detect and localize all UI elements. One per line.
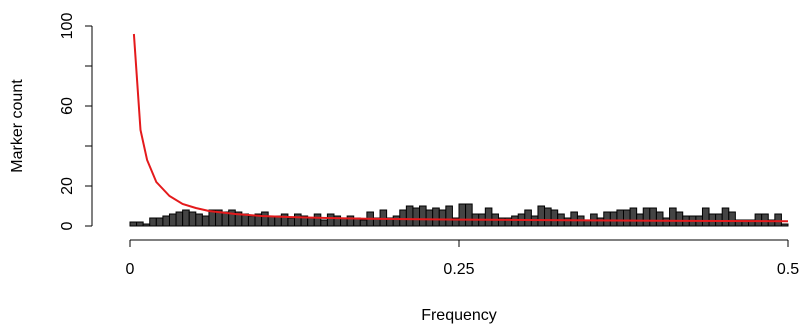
histogram-bar bbox=[392, 215, 401, 227]
histogram-bar bbox=[754, 213, 763, 227]
histogram-bar bbox=[655, 211, 664, 227]
x-tick-label: 0 bbox=[126, 261, 135, 278]
histogram-bar bbox=[155, 217, 164, 227]
histogram-bar bbox=[675, 211, 684, 227]
y-tick-label: 100 bbox=[59, 13, 76, 40]
histogram-bar bbox=[162, 215, 170, 227]
histogram-bar bbox=[359, 219, 368, 227]
histogram-bar bbox=[294, 213, 302, 227]
histogram-bar bbox=[761, 213, 769, 227]
histogram-bars bbox=[129, 203, 789, 227]
histogram-bar bbox=[425, 209, 434, 227]
x-axis-title: Frequency bbox=[421, 307, 497, 324]
histogram-bar bbox=[195, 213, 203, 227]
histogram-bar bbox=[175, 211, 184, 227]
histogram-bar bbox=[780, 223, 789, 227]
x-tick-label: 0.5 bbox=[777, 261, 799, 278]
histogram-bar bbox=[445, 205, 453, 227]
y-tick-label: 60 bbox=[59, 97, 76, 115]
histogram-bar bbox=[649, 207, 657, 227]
x-axis-ticks: 0 0.25 0.5 bbox=[126, 240, 799, 278]
histogram-bar bbox=[642, 207, 651, 227]
histogram-bar bbox=[609, 211, 618, 227]
histogram-bar bbox=[201, 215, 210, 227]
y-tick-label: 0 bbox=[59, 221, 76, 230]
histogram-bar bbox=[149, 217, 157, 227]
histogram-bar bbox=[458, 203, 467, 227]
histogram-bar bbox=[728, 211, 736, 227]
histogram-bar bbox=[524, 209, 532, 227]
histogram-bar bbox=[596, 217, 605, 227]
histogram-bar bbox=[307, 217, 315, 227]
histogram-bar bbox=[432, 207, 440, 227]
histogram-bar bbox=[484, 207, 493, 227]
histogram-bar bbox=[544, 207, 552, 227]
histogram-bar bbox=[168, 213, 177, 227]
histogram-bar bbox=[603, 211, 611, 227]
histogram-bar bbox=[326, 213, 335, 227]
expected-frequency-curve bbox=[132, 33, 789, 223]
y-tick-label: 20 bbox=[59, 177, 76, 195]
histogram-bar bbox=[511, 215, 519, 227]
y-axis-title: Marker count bbox=[9, 79, 26, 173]
histogram-bar bbox=[129, 221, 138, 227]
histogram-bar bbox=[142, 223, 151, 227]
y-axis-ticks: 0 20 60 100 bbox=[59, 13, 92, 230]
histogram-bar bbox=[313, 213, 322, 227]
histogram-bar bbox=[247, 215, 256, 227]
histogram-bar bbox=[563, 217, 572, 227]
histogram-bar bbox=[261, 211, 269, 227]
histogram-bar bbox=[412, 207, 421, 227]
histogram-bar bbox=[669, 207, 677, 227]
histogram-bar bbox=[701, 207, 710, 227]
histogram-bar bbox=[721, 207, 730, 227]
histogram-bar bbox=[623, 209, 631, 227]
histogram-bar bbox=[570, 211, 578, 227]
histogram-bar bbox=[616, 209, 624, 227]
histogram-bar bbox=[188, 211, 197, 227]
histogram-bar bbox=[399, 209, 407, 227]
histogram-bar bbox=[182, 209, 190, 227]
histogram-bar bbox=[405, 205, 414, 227]
histogram-bar bbox=[136, 221, 144, 227]
histogram-bar bbox=[774, 213, 782, 227]
histogram-bar bbox=[550, 209, 559, 227]
histogram-bar bbox=[662, 217, 671, 227]
x-tick-label: 0.25 bbox=[443, 261, 474, 278]
histogram-bar bbox=[267, 215, 276, 227]
histogram-bar bbox=[320, 219, 328, 227]
histogram-bar bbox=[465, 203, 473, 227]
histogram-bar bbox=[438, 209, 447, 227]
histogram-bar bbox=[537, 205, 546, 227]
histogram-bar bbox=[629, 207, 638, 227]
histogram-bar bbox=[419, 205, 427, 227]
histogram-bar bbox=[287, 217, 296, 227]
